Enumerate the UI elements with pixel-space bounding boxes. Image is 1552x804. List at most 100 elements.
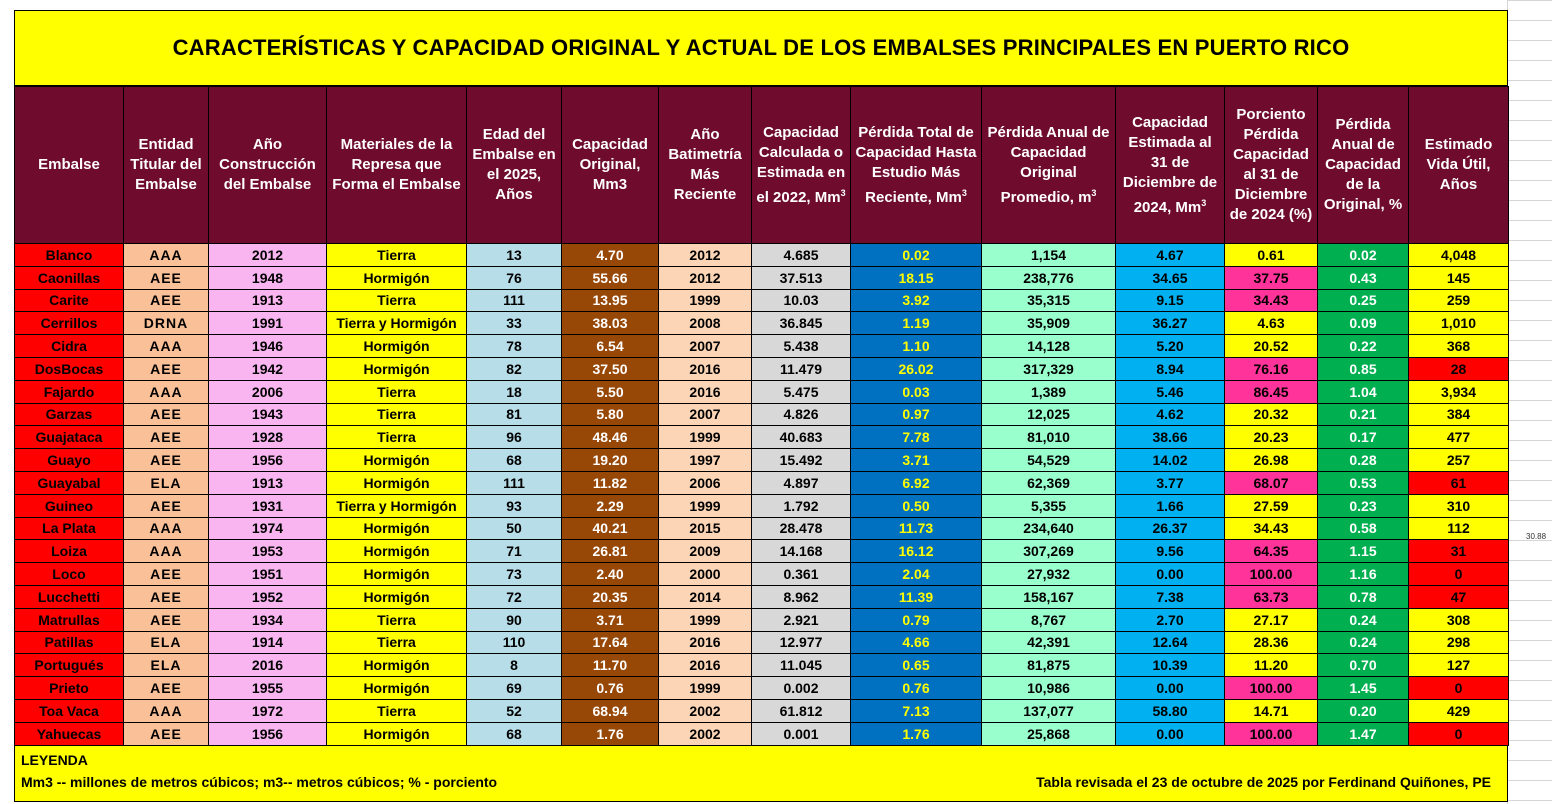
- table-cell[interactable]: 2006: [658, 470, 752, 495]
- table-cell[interactable]: 10.03: [751, 288, 851, 313]
- table-cell[interactable]: 11.70: [561, 653, 659, 678]
- table-cell[interactable]: 310: [1408, 493, 1509, 518]
- table-cell[interactable]: 93: [466, 493, 562, 518]
- column-header[interactable]: Edad del Embalse en el 2025, Años: [466, 86, 562, 244]
- table-cell[interactable]: 15.492: [751, 448, 851, 472]
- table-cell[interactable]: DRNA: [123, 311, 209, 336]
- column-header[interactable]: Porciento Pérdida Capacidad al 31 de Dic…: [1224, 86, 1318, 244]
- table-cell[interactable]: 62,369: [981, 470, 1116, 495]
- table-cell[interactable]: 1999: [658, 607, 752, 632]
- table-cell[interactable]: 31: [1408, 539, 1509, 564]
- table-cell[interactable]: Hormigón: [326, 470, 467, 495]
- table-cell[interactable]: 2002: [658, 698, 752, 723]
- table-cell[interactable]: Tierra y Hormigón: [326, 311, 467, 336]
- table-cell[interactable]: 1934: [208, 607, 327, 632]
- table-cell[interactable]: 35,909: [981, 311, 1116, 336]
- table-cell[interactable]: 127: [1408, 653, 1509, 678]
- table-cell[interactable]: 11.045: [751, 653, 851, 678]
- table-cell[interactable]: Fajardo: [14, 379, 124, 404]
- table-cell[interactable]: Blanco: [14, 243, 124, 267]
- table-cell[interactable]: 37.75: [1224, 265, 1318, 290]
- table-cell[interactable]: 0: [1408, 562, 1509, 586]
- table-cell[interactable]: Hormigón: [326, 653, 467, 678]
- table-cell[interactable]: 0.002: [751, 676, 851, 700]
- table-cell[interactable]: 14.02: [1115, 448, 1225, 472]
- table-cell[interactable]: Guayo: [14, 448, 124, 472]
- table-cell[interactable]: 2008: [658, 311, 752, 336]
- table-cell[interactable]: 17.64: [561, 630, 659, 655]
- table-cell[interactable]: 0.78: [1317, 584, 1409, 609]
- table-cell[interactable]: 61: [1408, 470, 1509, 495]
- table-cell[interactable]: Tierra: [326, 288, 467, 313]
- table-cell[interactable]: 1997: [658, 448, 752, 472]
- table-cell[interactable]: 37.50: [561, 356, 659, 381]
- table-cell[interactable]: AEE: [123, 288, 209, 313]
- table-cell[interactable]: Tierra: [326, 630, 467, 655]
- table-cell[interactable]: Carite: [14, 288, 124, 313]
- table-cell[interactable]: AEE: [123, 425, 209, 450]
- table-cell[interactable]: AAA: [123, 698, 209, 723]
- table-cell[interactable]: Tierra: [326, 243, 467, 267]
- column-header[interactable]: Pérdida Total de Capacidad Hasta Estudio…: [850, 86, 982, 244]
- table-cell[interactable]: 2.04: [850, 562, 982, 586]
- table-cell[interactable]: 26.02: [850, 356, 982, 381]
- table-cell[interactable]: 3,934: [1408, 379, 1509, 404]
- table-cell[interactable]: 0.23: [1317, 493, 1409, 518]
- table-cell[interactable]: 64.35: [1224, 539, 1318, 564]
- column-header[interactable]: Año Batimetría Más Reciente: [658, 86, 752, 244]
- table-cell[interactable]: 1.76: [850, 721, 982, 746]
- table-cell[interactable]: Patillas: [14, 630, 124, 655]
- table-cell[interactable]: 50: [466, 516, 562, 541]
- table-cell[interactable]: 10.39: [1115, 653, 1225, 678]
- table-cell[interactable]: 7.38: [1115, 584, 1225, 609]
- table-cell[interactable]: 19.20: [561, 448, 659, 472]
- table-cell[interactable]: 0.50: [850, 493, 982, 518]
- table-cell[interactable]: 3.92: [850, 288, 982, 313]
- table-cell[interactable]: 137,077: [981, 698, 1116, 723]
- table-cell[interactable]: 11.73: [850, 516, 982, 541]
- table-cell[interactable]: 52: [466, 698, 562, 723]
- table-cell[interactable]: 2012: [658, 243, 752, 267]
- table-cell[interactable]: 1972: [208, 698, 327, 723]
- table-cell[interactable]: 1,154: [981, 243, 1116, 267]
- table-cell[interactable]: 14,128: [981, 334, 1116, 358]
- table-cell[interactable]: Guineo: [14, 493, 124, 518]
- table-cell[interactable]: 27.59: [1224, 493, 1318, 518]
- table-cell[interactable]: 1955: [208, 676, 327, 700]
- table-cell[interactable]: 2014: [658, 584, 752, 609]
- table-cell[interactable]: 1942: [208, 356, 327, 381]
- table-cell[interactable]: 0.20: [1317, 698, 1409, 723]
- table-cell[interactable]: 110: [466, 630, 562, 655]
- table-cell[interactable]: 33: [466, 311, 562, 336]
- table-cell[interactable]: AEE: [123, 607, 209, 632]
- table-cell[interactable]: 26.98: [1224, 448, 1318, 472]
- table-cell[interactable]: 4.897: [751, 470, 851, 495]
- table-cell[interactable]: 20.35: [561, 584, 659, 609]
- column-header[interactable]: Pérdida Anual de Capacidad Original Prom…: [981, 86, 1116, 244]
- table-cell[interactable]: 5.438: [751, 334, 851, 358]
- table-cell[interactable]: Cidra: [14, 334, 124, 358]
- table-cell[interactable]: 0.09: [1317, 311, 1409, 336]
- table-cell[interactable]: 61.812: [751, 698, 851, 723]
- table-cell[interactable]: 16.12: [850, 539, 982, 564]
- table-cell[interactable]: 20.52: [1224, 334, 1318, 358]
- table-cell[interactable]: Hormigón: [326, 265, 467, 290]
- table-cell[interactable]: 20.32: [1224, 402, 1318, 427]
- table-cell[interactable]: 2012: [208, 243, 327, 267]
- table-cell[interactable]: 2.29: [561, 493, 659, 518]
- table-cell[interactable]: 82: [466, 356, 562, 381]
- table-cell[interactable]: 1.10: [850, 334, 982, 358]
- table-cell[interactable]: 11.20: [1224, 653, 1318, 678]
- table-cell[interactable]: 90: [466, 607, 562, 632]
- table-cell[interactable]: 7.13: [850, 698, 982, 723]
- table-cell[interactable]: 37.513: [751, 265, 851, 290]
- column-header[interactable]: Capacidad Original, Mm3: [561, 86, 659, 244]
- table-cell[interactable]: 2016: [658, 379, 752, 404]
- stray-cell-value[interactable]: 30.88: [1526, 532, 1547, 541]
- table-cell[interactable]: 27,932: [981, 562, 1116, 586]
- column-header[interactable]: Entidad Titular del Embalse: [123, 86, 209, 244]
- table-cell[interactable]: 72: [466, 584, 562, 609]
- table-cell[interactable]: AAA: [123, 516, 209, 541]
- table-cell[interactable]: 55.66: [561, 265, 659, 290]
- table-cell[interactable]: 9.15: [1115, 288, 1225, 313]
